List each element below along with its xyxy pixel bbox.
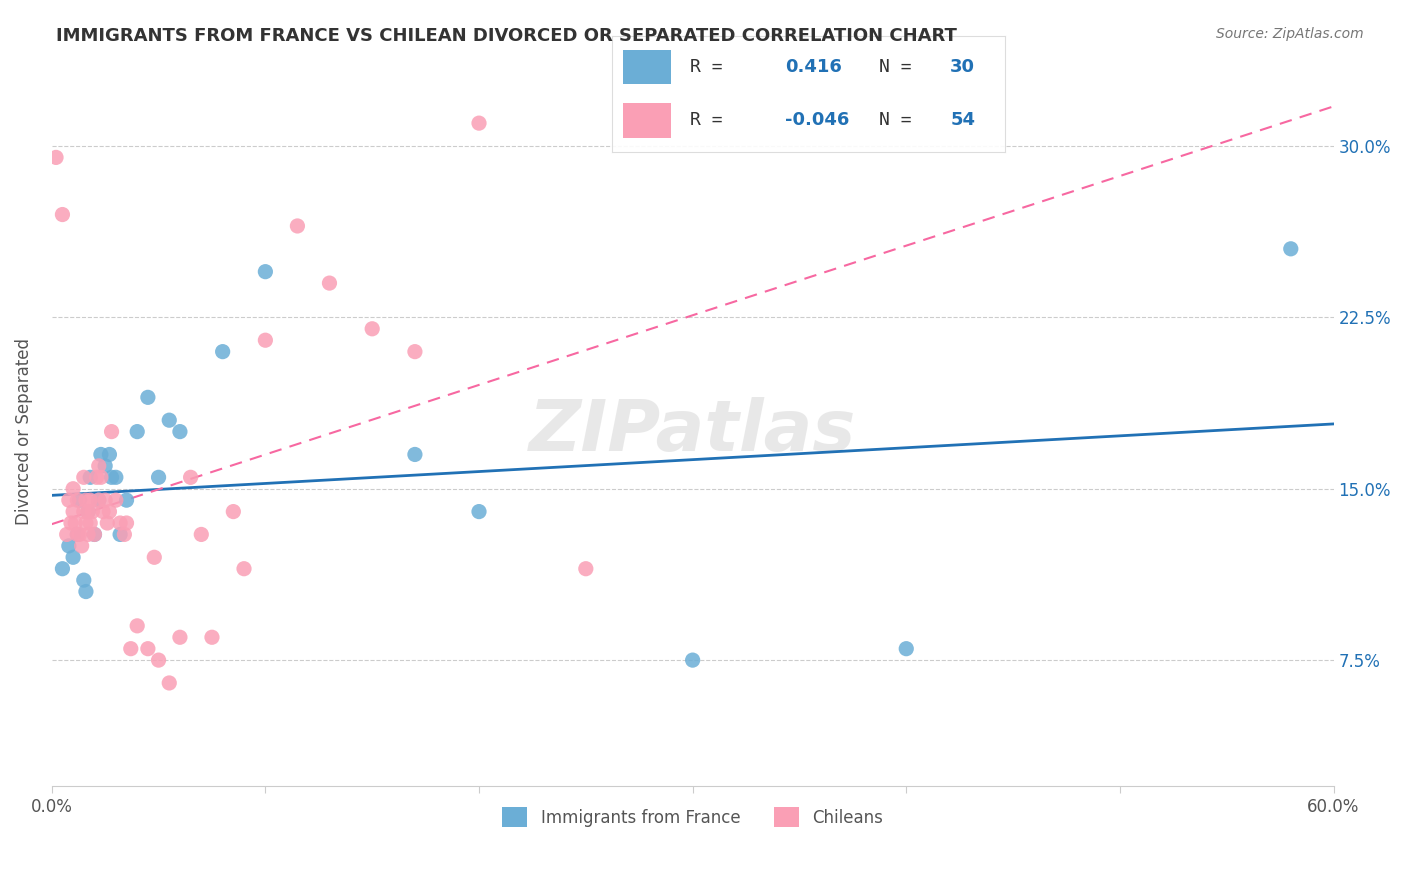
Point bbox=[318, 276, 340, 290]
Point bbox=[77, 505, 100, 519]
Point bbox=[87, 458, 110, 473]
Point bbox=[94, 493, 117, 508]
Point bbox=[468, 116, 491, 130]
Point bbox=[287, 219, 309, 233]
Point bbox=[127, 425, 149, 439]
Point bbox=[82, 505, 104, 519]
Point bbox=[115, 516, 138, 530]
Point bbox=[51, 208, 73, 222]
Point bbox=[66, 527, 89, 541]
Point bbox=[254, 333, 277, 347]
Point bbox=[143, 550, 166, 565]
Legend: Immigrants from France, Chileans: Immigrants from France, Chileans bbox=[496, 800, 890, 834]
Point bbox=[77, 505, 100, 519]
Point bbox=[201, 630, 224, 644]
Point bbox=[73, 505, 96, 519]
Point bbox=[404, 344, 426, 359]
Point bbox=[157, 413, 180, 427]
FancyBboxPatch shape bbox=[623, 50, 671, 85]
Point bbox=[58, 539, 80, 553]
Point bbox=[115, 493, 138, 508]
Point bbox=[69, 493, 91, 508]
Point bbox=[90, 470, 112, 484]
Point bbox=[66, 493, 89, 508]
Point bbox=[45, 150, 67, 164]
Point bbox=[73, 573, 96, 587]
Point bbox=[896, 641, 918, 656]
Point bbox=[58, 493, 80, 508]
Point bbox=[120, 641, 142, 656]
Point bbox=[104, 470, 127, 484]
Point bbox=[65, 516, 87, 530]
Point bbox=[75, 584, 97, 599]
Point bbox=[79, 516, 101, 530]
Point bbox=[79, 470, 101, 484]
Point bbox=[136, 641, 159, 656]
Point bbox=[575, 562, 598, 576]
Point bbox=[87, 493, 110, 508]
Point bbox=[1279, 242, 1302, 256]
Point bbox=[86, 470, 108, 484]
Point bbox=[62, 505, 84, 519]
Point bbox=[62, 550, 84, 565]
Point bbox=[222, 505, 245, 519]
Text: R =: R = bbox=[690, 58, 723, 76]
Text: N =: N = bbox=[879, 112, 912, 129]
Text: Source: ZipAtlas.com: Source: ZipAtlas.com bbox=[1216, 27, 1364, 41]
Point bbox=[69, 527, 91, 541]
Point bbox=[104, 493, 127, 508]
Point bbox=[180, 470, 202, 484]
Text: N =: N = bbox=[879, 58, 912, 76]
Point bbox=[70, 539, 93, 553]
Point bbox=[169, 630, 191, 644]
Text: -0.046: -0.046 bbox=[785, 112, 849, 129]
Point bbox=[157, 676, 180, 690]
Point bbox=[148, 470, 170, 484]
Point bbox=[79, 493, 101, 508]
Point bbox=[59, 516, 82, 530]
Point bbox=[75, 516, 97, 530]
Point bbox=[127, 619, 149, 633]
Point bbox=[404, 447, 426, 461]
Point bbox=[51, 562, 73, 576]
Point bbox=[112, 527, 135, 541]
Point bbox=[96, 516, 118, 530]
Point bbox=[148, 653, 170, 667]
Point bbox=[361, 322, 384, 336]
Text: 0.416: 0.416 bbox=[785, 58, 842, 76]
Point bbox=[108, 516, 131, 530]
Point bbox=[108, 527, 131, 541]
Point bbox=[91, 505, 114, 519]
Point bbox=[190, 527, 212, 541]
Point bbox=[682, 653, 704, 667]
Point bbox=[55, 527, 77, 541]
Y-axis label: Divorced or Separated: Divorced or Separated bbox=[15, 338, 32, 525]
Point bbox=[100, 470, 122, 484]
Point bbox=[77, 527, 100, 541]
Point bbox=[83, 527, 105, 541]
Point bbox=[90, 447, 112, 461]
Point bbox=[66, 527, 89, 541]
Point bbox=[62, 482, 84, 496]
Point bbox=[233, 562, 256, 576]
Text: R =: R = bbox=[690, 112, 723, 129]
Point bbox=[136, 390, 159, 404]
Point bbox=[211, 344, 233, 359]
Text: 54: 54 bbox=[950, 112, 976, 129]
Point bbox=[75, 493, 97, 508]
Point bbox=[98, 505, 121, 519]
Point bbox=[169, 425, 191, 439]
Point bbox=[94, 458, 117, 473]
Text: 30: 30 bbox=[950, 58, 976, 76]
FancyBboxPatch shape bbox=[623, 103, 671, 137]
Point bbox=[87, 493, 110, 508]
Point bbox=[83, 527, 105, 541]
Point bbox=[73, 470, 96, 484]
Text: ZIPatlas: ZIPatlas bbox=[529, 397, 856, 467]
Point bbox=[100, 425, 122, 439]
Text: IMMIGRANTS FROM FRANCE VS CHILEAN DIVORCED OR SEPARATED CORRELATION CHART: IMMIGRANTS FROM FRANCE VS CHILEAN DIVORC… bbox=[56, 27, 957, 45]
Point bbox=[98, 447, 121, 461]
Point bbox=[254, 265, 277, 279]
Point bbox=[468, 505, 491, 519]
